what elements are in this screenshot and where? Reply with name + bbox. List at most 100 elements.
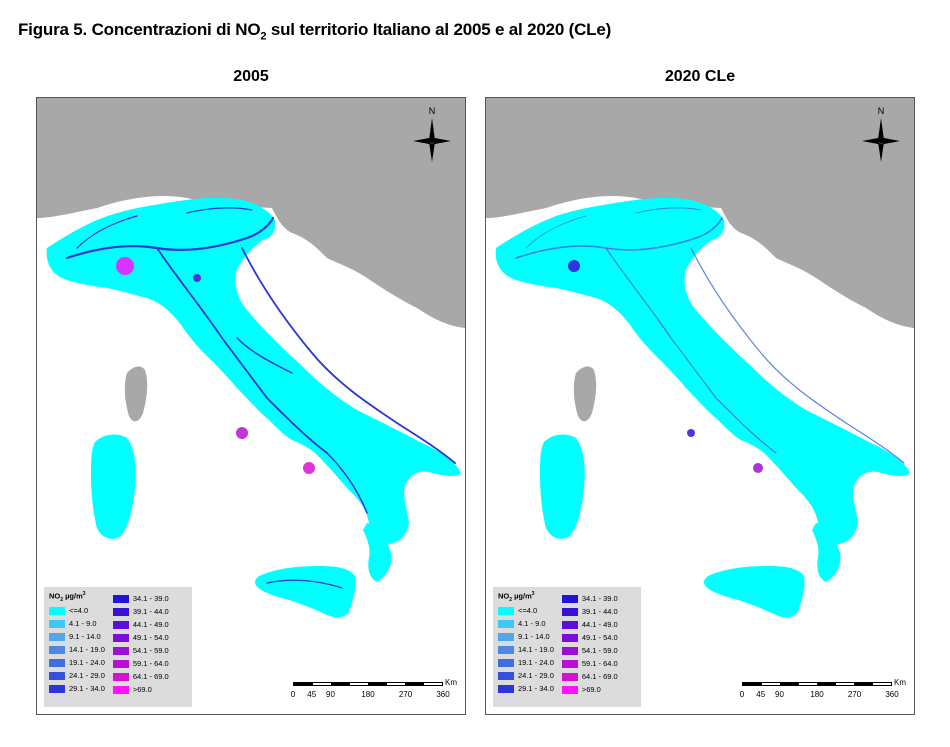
legend-item: 39.1 - 44.0: [112, 606, 169, 617]
legend-item: >69.0: [561, 684, 618, 695]
legend-label: 34.1 - 39.0: [581, 594, 618, 603]
scale-tick-label: 180: [810, 690, 824, 699]
neighbour-land: [37, 98, 465, 328]
legend-swatch: [498, 658, 514, 667]
legend-swatch: [498, 684, 514, 693]
legend-item: 54.1 - 59.0: [112, 645, 169, 656]
alps-roads: [525, 207, 702, 249]
city-hotspot: [193, 274, 201, 282]
calabria: [363, 523, 392, 582]
legend-item: 24.1 - 29.0: [49, 670, 105, 681]
pollution-overlay: [515, 207, 905, 464]
south-link: [326, 452, 368, 514]
legend-swatch: [49, 619, 65, 628]
scale-bar: 0 45 90 180 270 360 Km: [739, 678, 908, 704]
legend-label: 39.1 - 44.0: [581, 607, 618, 616]
legend-swatch: [112, 607, 129, 616]
legend-item: 34.1 - 39.0: [561, 593, 618, 604]
legend-item: 59.1 - 64.0: [112, 658, 169, 669]
legend-swatch: [112, 685, 129, 694]
legend-item: 9.1 - 14.0: [498, 631, 554, 642]
scale-tick-label: 45: [756, 690, 766, 699]
legend-swatch: [561, 633, 578, 642]
corsica: [573, 366, 597, 422]
legend-item: >69.0: [112, 684, 169, 695]
legend-label: >69.0: [581, 685, 601, 694]
legend-label: 14.1 - 19.0: [518, 645, 554, 654]
city-hotspot: [236, 427, 248, 439]
legend-label: 49.1 - 54.0: [581, 633, 618, 642]
legend-item: 24.1 - 29.0: [498, 670, 554, 681]
map-legend: NO2 µg/m3 <=4.0 4.1 - 9.0 9.1 - 14.0 14.1 -…: [493, 587, 641, 707]
legend-item: 14.1 - 19.0: [49, 644, 105, 655]
sicily: [704, 566, 805, 618]
city-hotspot: [753, 463, 763, 473]
po-valley-corridor: [65, 216, 275, 260]
legend-label: 54.1 - 59.0: [132, 646, 169, 655]
scale-tick-label: 0: [739, 690, 745, 699]
city-hotspot: [303, 462, 315, 474]
legend-swatch: [112, 672, 129, 681]
legend-label: 44.1 - 49.0: [581, 620, 618, 629]
adriatic-corridor: [690, 247, 905, 464]
italy-no2-map: [486, 98, 914, 618]
pollution-overlay: [65, 207, 456, 589]
po-valley-corridor: [515, 217, 723, 259]
appennine-link: [236, 337, 293, 374]
panel-title: 2020 CLe: [664, 68, 736, 85]
legend-label: 24.1 - 29.0: [518, 671, 554, 680]
legend-label: 44.1 - 49.0: [132, 620, 169, 629]
legend-label: 29.1 - 34.0: [518, 684, 554, 693]
legend-item: 19.1 - 24.0: [498, 657, 554, 668]
legend-label: >69.0: [132, 685, 152, 694]
legend-swatch: [112, 620, 129, 629]
legend-item: 44.1 - 49.0: [561, 619, 618, 630]
scale-unit: Km: [445, 678, 457, 687]
alps-roads: [76, 207, 253, 249]
legend-label: 9.1 - 14.0: [518, 632, 550, 641]
legend-item: 4.1 - 9.0: [498, 618, 554, 629]
legend-item: 14.1 - 19.0: [498, 644, 554, 655]
north-arrow: N: [409, 106, 455, 166]
legend-swatch: [112, 594, 129, 603]
legend-swatch: [561, 685, 578, 694]
legend-label: 64.1 - 69.0: [132, 672, 169, 681]
legend-item: <=4.0: [498, 605, 554, 616]
legend-label: 59.1 - 64.0: [132, 659, 169, 668]
legend-title: NO2 µg/m3: [498, 591, 535, 603]
legend-swatch: [561, 646, 578, 655]
map-frame: N NO2 µg/m3 <=4.0 4.1 - 9.0 9.1 - 14.0 14.1…: [36, 97, 466, 715]
legend-item: 39.1 - 44.0: [561, 606, 618, 617]
legend-item: 9.1 - 14.0: [49, 631, 105, 642]
legend-label: 34.1 - 39.0: [132, 594, 169, 603]
compass-icon: [862, 118, 900, 162]
legend-item: 49.1 - 54.0: [112, 632, 169, 643]
city-hotspot: [568, 260, 580, 272]
map-panel-2020: 2020 CLe N: [485, 68, 915, 718]
legend-swatch: [49, 658, 65, 667]
legend-swatch: [498, 632, 514, 641]
sicily: [255, 566, 356, 618]
scale-tick-label: 270: [847, 690, 862, 699]
legend-swatch: [49, 645, 65, 654]
legend-item: 29.1 - 34.0: [49, 683, 105, 694]
italy-no2-map: [37, 98, 465, 618]
legend-label: 64.1 - 69.0: [581, 672, 618, 681]
scale-ticks: 0 45 90 180 270 360: [739, 690, 899, 700]
legend-item: 59.1 - 64.0: [561, 658, 618, 669]
legend-swatch: [498, 619, 514, 628]
compass-icon: [413, 118, 451, 162]
sardinia: [91, 434, 136, 539]
legend-label: 9.1 - 14.0: [69, 632, 101, 641]
scale-tick-label: 360: [885, 690, 899, 699]
italy-land: [495, 197, 910, 545]
legend-item: 4.1 - 9.0: [49, 618, 105, 629]
legend-label: 24.1 - 29.0: [69, 671, 105, 680]
legend-item: 64.1 - 69.0: [561, 671, 618, 682]
figure-title: Figura 5. Concentrazioni di NO2 sul terr…: [18, 20, 612, 43]
legend-swatch: [112, 646, 129, 655]
legend-label: 49.1 - 54.0: [132, 633, 169, 642]
panel-title: 2005: [233, 68, 269, 85]
legend-label: 19.1 - 24.0: [518, 658, 554, 667]
sicily-roads: [266, 579, 343, 589]
